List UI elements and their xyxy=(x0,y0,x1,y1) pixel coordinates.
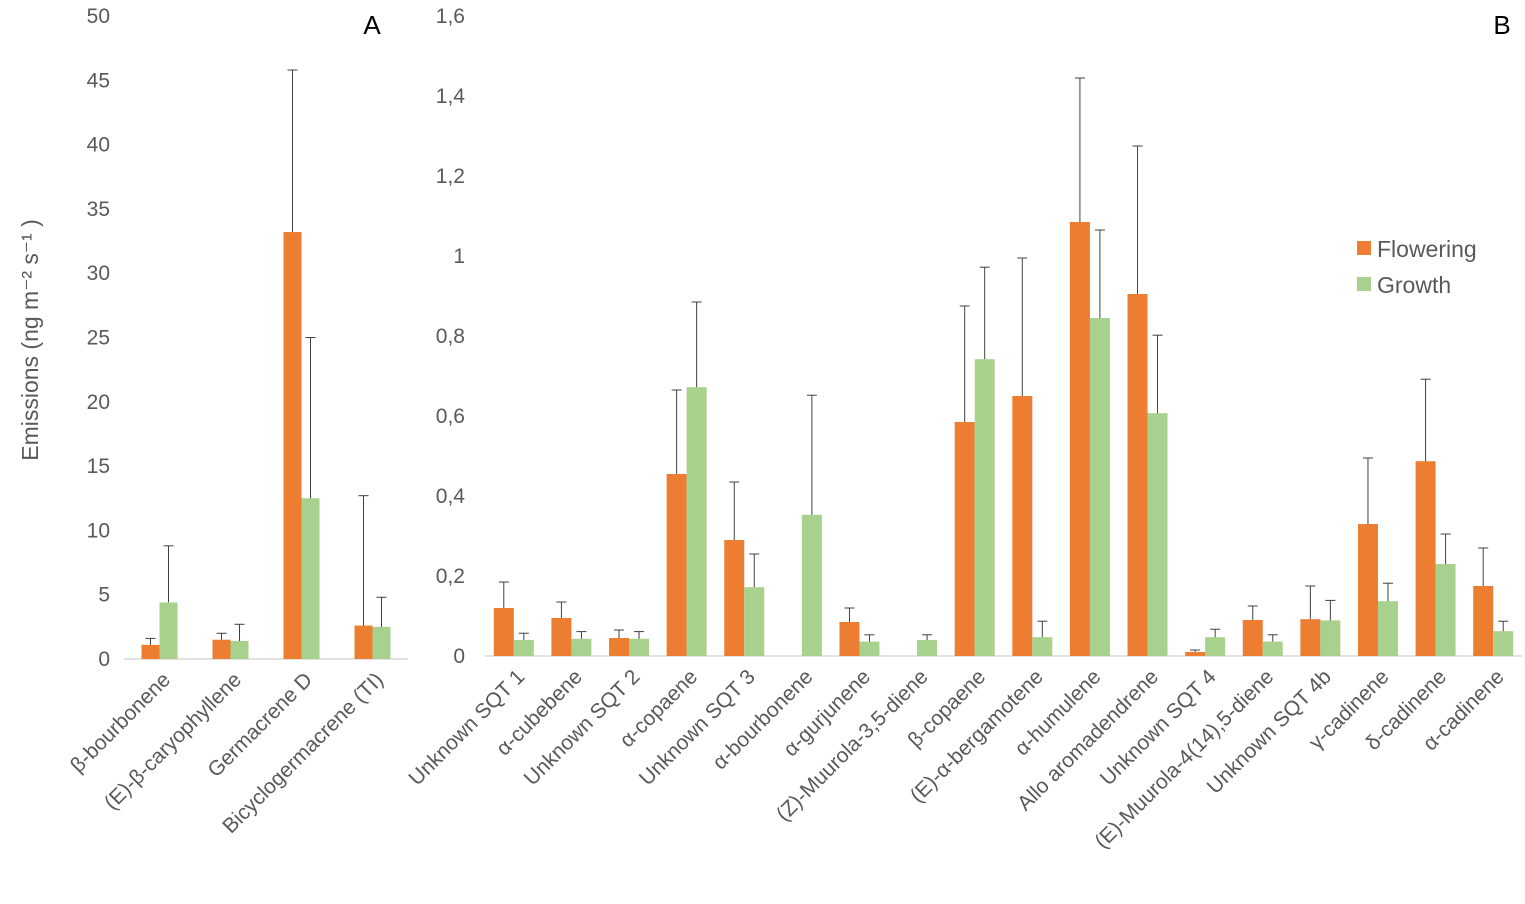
legend: Flowering Growth xyxy=(1357,236,1477,298)
panel-b-bar-growth xyxy=(571,638,592,656)
panel-b-bar-growth xyxy=(744,587,765,656)
panel-a-y-tick-label: 40 xyxy=(87,134,110,157)
panel-b-bar-growth xyxy=(1320,620,1341,656)
panel-a-bar-growth xyxy=(230,640,249,659)
panel-b-bar-growth xyxy=(859,641,880,656)
panel-b-bar-flowering xyxy=(1357,524,1378,656)
panel-b-bar-growth xyxy=(1147,413,1168,656)
panel-b-bar-growth xyxy=(629,638,650,656)
panel-b-panel-label: B xyxy=(1493,10,1510,40)
panel-b-category-label: α-bourbonene xyxy=(708,665,817,774)
panel-b-bar-growth xyxy=(801,514,822,656)
panel-a-bar-flowering xyxy=(283,232,302,659)
panel-b-bar-flowering xyxy=(954,422,975,656)
y-axis-label: Emissions (ng m⁻² s⁻¹ ) xyxy=(17,219,43,461)
panel-b-y-tick-label: 1,2 xyxy=(436,165,465,188)
legend-swatch-flowering xyxy=(1357,241,1371,255)
panel-b-bar-flowering xyxy=(1415,461,1436,656)
panel-b-bar-growth xyxy=(1493,631,1514,656)
panel-a-y-tick-label: 15 xyxy=(87,455,110,478)
panel-b-y-tick-label: 0,6 xyxy=(436,405,465,428)
panel-a-bar-flowering xyxy=(354,625,373,659)
legend-label-growth: Growth xyxy=(1377,272,1451,298)
panel-a-bar-flowering xyxy=(212,639,231,659)
panel-b-bar-flowering xyxy=(666,474,687,656)
panel-b-bar-flowering xyxy=(1069,222,1090,656)
panel-b-bar-flowering xyxy=(1300,619,1321,656)
panel-a-bar-growth xyxy=(159,602,178,659)
panel-b-bar-growth xyxy=(1262,641,1283,656)
panel-a-y-tick-label: 45 xyxy=(87,69,110,92)
panel-a-y-tick-label: 50 xyxy=(87,5,110,28)
panel-b-y-tick-label: 0,2 xyxy=(436,565,465,588)
panel-b-bar-growth xyxy=(1205,637,1226,656)
panel-b-y-tick-label: 1 xyxy=(453,245,465,268)
panel-a-y-tick-label: 10 xyxy=(87,519,110,542)
panel-b-y-tick-label: 1,4 xyxy=(436,85,466,108)
panel-a-y-tick-label: 5 xyxy=(98,584,110,607)
panel-b-bar-flowering xyxy=(1185,652,1206,656)
panel-a-y-tick-label: 30 xyxy=(87,262,110,285)
panel-b-bar-flowering xyxy=(839,622,860,656)
panel-a-y-tick-label: 35 xyxy=(87,198,110,221)
panel-b-bar-flowering xyxy=(609,638,630,656)
panel-a-bar-growth xyxy=(301,498,320,659)
panel-b-bar-flowering xyxy=(1127,294,1148,656)
panel-b-bar-growth xyxy=(1032,637,1053,656)
panel-a-y-tick-label: 25 xyxy=(87,327,110,350)
panel-b-bar-growth xyxy=(974,359,995,656)
panel-b-bar-flowering xyxy=(551,618,572,656)
panel-b-bar-growth xyxy=(513,640,534,656)
panel-b-bar-flowering xyxy=(1012,396,1033,656)
panel-a-y-tick-label: 0 xyxy=(98,648,110,671)
panel-b-bar-growth xyxy=(1089,318,1110,656)
legend-swatch-growth xyxy=(1357,277,1371,291)
panel-b-bar-flowering xyxy=(493,608,514,656)
panel-b-bar-growth xyxy=(917,640,938,656)
panel-a-category-label: (E)-β-caryophyllene xyxy=(100,668,246,814)
panel-a-y-tick-label: 20 xyxy=(87,391,110,414)
panel-a-bar-growth xyxy=(372,626,391,659)
panel-a-panel-label: A xyxy=(363,10,381,40)
panel-b-y-tick-label: 0 xyxy=(453,645,465,668)
panel-b-bar-flowering xyxy=(1473,586,1494,656)
panel-b-bar-growth xyxy=(686,387,707,656)
panel-b-y-tick-label: 1,6 xyxy=(436,5,465,28)
panel-b-y-tick-label: 0,4 xyxy=(436,485,466,508)
panel-b-bar-growth xyxy=(1377,601,1398,656)
panel-a-chart: 05101520253035404550β-bourbonene(E)-β-ca… xyxy=(66,5,408,838)
panel-b-bar-flowering xyxy=(724,540,745,656)
panel-b-bar-growth xyxy=(1435,564,1456,656)
panel-a-bar-flowering xyxy=(141,644,160,659)
legend-label-flowering: Flowering xyxy=(1377,236,1477,262)
panel-b-bar-flowering xyxy=(1242,620,1263,656)
panel-b-y-tick-label: 0,8 xyxy=(436,325,465,348)
